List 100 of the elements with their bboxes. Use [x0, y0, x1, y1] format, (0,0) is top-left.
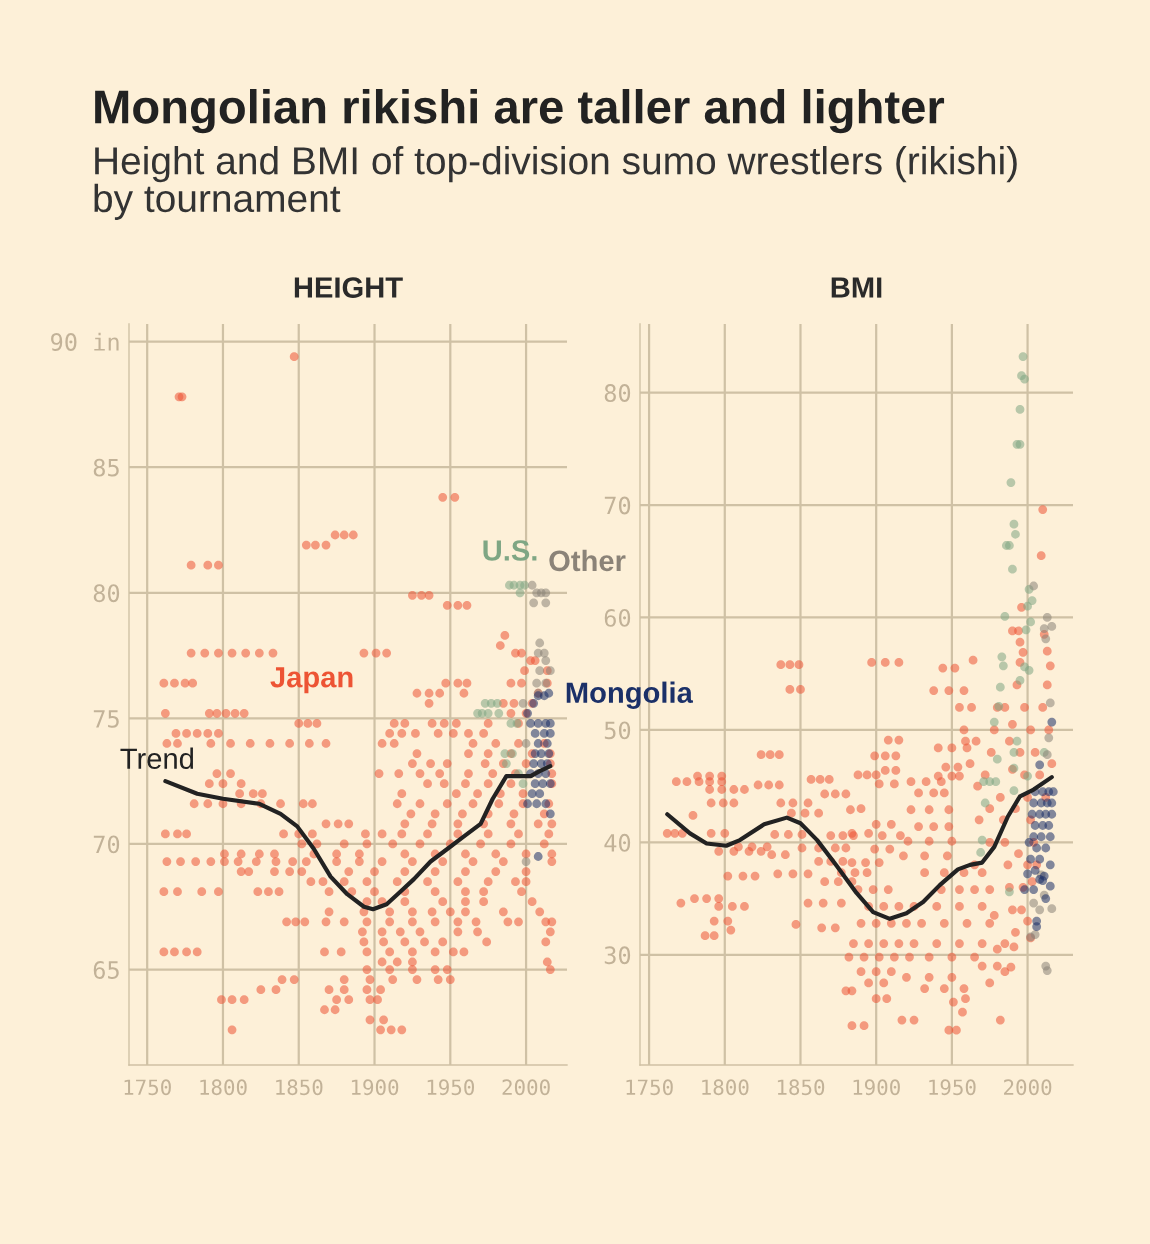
y-tick-label: 80	[604, 384, 631, 402]
point	[1035, 854, 1045, 864]
point	[1047, 809, 1057, 819]
point	[1047, 798, 1057, 808]
point	[1032, 843, 1042, 853]
point	[995, 682, 1005, 692]
point	[1044, 821, 1054, 830]
point	[535, 789, 545, 799]
y-tick-label: 80	[93, 584, 120, 603]
point	[1041, 843, 1051, 853]
point	[1023, 869, 1032, 879]
x-tick-label: 1850	[276, 1079, 323, 1096]
point	[544, 688, 554, 698]
point	[529, 759, 539, 768]
y-tick-label: 70	[93, 835, 120, 854]
point	[541, 598, 551, 608]
point	[529, 598, 539, 608]
point	[1009, 519, 1019, 529]
point	[1041, 961, 1051, 971]
point	[977, 835, 987, 845]
point	[518, 698, 528, 708]
point	[533, 718, 543, 728]
point	[1047, 904, 1057, 914]
point	[527, 580, 537, 590]
point	[1032, 922, 1042, 932]
point	[1009, 786, 1019, 796]
point	[1018, 352, 1028, 361]
chart-title: BMI	[831, 277, 882, 298]
x-tick-label: 1850	[777, 1079, 825, 1096]
x-tick-label: 1750	[626, 1079, 673, 1096]
point	[1024, 665, 1034, 675]
point	[1011, 529, 1020, 539]
x-tick-label: 2000	[1004, 1079, 1052, 1096]
point	[532, 799, 542, 809]
point	[535, 666, 545, 676]
x-tick-label: 1800	[200, 1079, 247, 1096]
point	[533, 739, 543, 748]
point	[539, 648, 549, 658]
point	[1044, 733, 1054, 743]
x-tick-label: 2000	[502, 1079, 550, 1096]
point	[1015, 676, 1025, 685]
point	[530, 729, 540, 738]
point	[492, 698, 502, 708]
point	[1030, 866, 1040, 875]
x-tick-label: 1950	[929, 1079, 976, 1096]
point	[1030, 821, 1040, 830]
series-label: Trend	[120, 747, 194, 770]
point	[483, 708, 493, 718]
x-tick-label: 1950	[427, 1079, 475, 1096]
point	[532, 678, 542, 688]
point	[1030, 930, 1040, 939]
point	[515, 588, 525, 598]
y-tick-label: 70	[604, 496, 631, 515]
point	[521, 739, 531, 748]
point	[991, 777, 1001, 787]
point	[527, 789, 537, 799]
point	[1041, 634, 1051, 644]
point	[535, 638, 545, 648]
point	[1047, 622, 1057, 631]
point	[1048, 787, 1058, 797]
point	[1041, 894, 1051, 903]
y-tick-label: 65	[93, 961, 119, 979]
y-tick-label: 30	[604, 946, 631, 965]
point	[976, 848, 986, 857]
y-tick-label: 60	[604, 608, 631, 627]
point	[1042, 613, 1052, 622]
series-label: Japan	[270, 667, 353, 694]
point	[1036, 832, 1046, 842]
point	[1000, 611, 1010, 621]
point	[1023, 601, 1032, 611]
point	[998, 661, 1008, 671]
y-tick-label: 75	[93, 710, 119, 728]
point	[1027, 809, 1037, 819]
point	[545, 718, 555, 728]
point	[1015, 405, 1025, 414]
x-tick-label: 1900	[853, 1079, 900, 1096]
point	[1045, 860, 1055, 870]
point	[1026, 617, 1035, 627]
y-tick-label: 85	[93, 458, 119, 477]
point	[526, 718, 536, 728]
chart-title: HEIGHT	[294, 277, 403, 298]
point	[538, 779, 548, 789]
series-label: U.S.	[483, 540, 537, 561]
x-tick-label: 1750	[124, 1079, 171, 1096]
point	[541, 588, 551, 598]
point	[1045, 698, 1055, 708]
point	[1005, 887, 1014, 897]
point	[1045, 832, 1055, 842]
point	[1029, 885, 1039, 894]
point	[1026, 854, 1035, 864]
x-tick-label: 1800	[702, 1079, 749, 1096]
text: Height and BMI of top-division sumo wrestlers (rikishi) by tournament	[94, 146, 1017, 220]
point	[545, 809, 555, 819]
point	[980, 798, 990, 808]
point	[1029, 581, 1039, 591]
point	[992, 754, 1002, 764]
point	[1035, 760, 1045, 770]
point	[997, 652, 1007, 662]
point	[500, 749, 510, 758]
point	[520, 580, 529, 590]
